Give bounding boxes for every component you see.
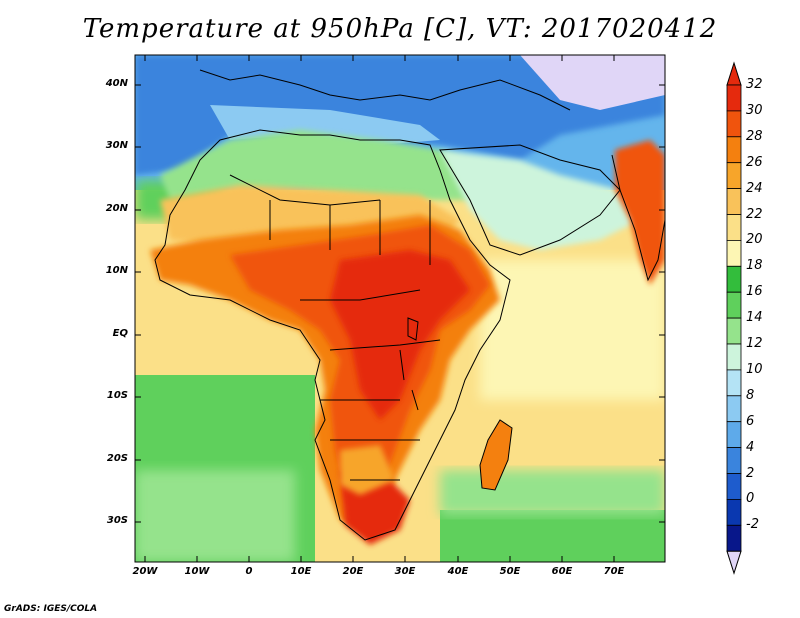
- kalahari-cooler: [340, 445, 395, 495]
- colorbar-label: 30: [746, 102, 763, 118]
- ocean-east-south: [440, 510, 665, 562]
- colorbar-label: 12: [746, 336, 763, 351]
- colorbar-label: 28: [746, 128, 763, 144]
- colorbar-label: -2: [746, 517, 759, 533]
- arabia-coast: [439, 144, 621, 256]
- colorbar-label: 14: [746, 310, 763, 326]
- colorbar-swatch: [726, 188, 742, 215]
- lat-label: EQ: [112, 328, 128, 339]
- map-field: [135, 55, 665, 562]
- lon-label: 30E: [394, 566, 416, 577]
- colorbar-swatch: [726, 343, 742, 371]
- africa-hottest: [330, 250, 470, 420]
- lat-label: 30N: [105, 140, 128, 151]
- colorbar-label: 4: [746, 439, 755, 455]
- madagascar: [480, 420, 512, 490]
- colorbar-swatch: [726, 473, 742, 500]
- colorbar-swatch: [726, 84, 742, 112]
- colorbar-label: 24: [746, 180, 763, 196]
- ocean-east-mid: [440, 470, 665, 515]
- arabia-cool: [440, 150, 640, 250]
- lon-label: 50E: [499, 566, 521, 577]
- colorbar-label: 22: [746, 206, 763, 222]
- colorbar-label: 16: [746, 284, 763, 300]
- great-lakes: [399, 317, 419, 411]
- lon-label: 10E: [290, 566, 312, 577]
- lon-label: 10W: [184, 566, 210, 577]
- colorbar-over-arrow: [726, 61, 742, 86]
- lat-label: 30S: [106, 515, 128, 526]
- lat-label: 40N: [105, 78, 128, 89]
- colorbar-swatch: [726, 369, 742, 397]
- colorbar-swatch: [726, 317, 742, 345]
- colorbar-label: 20: [746, 232, 763, 248]
- lon-label: 20E: [342, 566, 364, 577]
- chart-title: Temperature at 950hPa [C], VT: 201702041…: [82, 14, 718, 44]
- country-borders: [229, 174, 441, 481]
- asia-lavender: [520, 55, 665, 110]
- colorbar-swatch: [726, 265, 742, 293]
- colorbar-under-arrow: [726, 550, 742, 575]
- axis-ticks: [135, 55, 665, 562]
- madagascar-coast: [479, 419, 513, 491]
- colorbar-label: 18: [746, 258, 763, 274]
- grads-credit: GrADS: IGES/COLA: [4, 604, 98, 614]
- colorbar-swatch: [726, 136, 742, 164]
- india-coast: [611, 154, 665, 282]
- colorbar-swatch: [726, 498, 742, 526]
- lon-label: 20W: [132, 566, 158, 577]
- lon-label: 60E: [551, 566, 573, 577]
- colorbar-label: 26: [746, 154, 763, 170]
- lat-label: 20S: [106, 453, 128, 464]
- coastlines: [154, 69, 665, 541]
- colorbar-label: 8: [746, 387, 755, 403]
- colorbar-label: 0: [746, 491, 755, 507]
- colorbar-swatch: [726, 291, 742, 319]
- lon-label: 0: [245, 566, 253, 577]
- map-frame: [134, 54, 666, 563]
- colorbar-swatch: [726, 421, 742, 449]
- colorbar-label: 32: [746, 77, 763, 92]
- india-hot: [615, 140, 665, 285]
- europe-cold: [135, 55, 665, 175]
- colorbar-label: 10: [746, 361, 763, 377]
- lat-label: 10N: [105, 265, 128, 276]
- lat-label: 20N: [105, 203, 128, 214]
- africa-coast: [154, 129, 511, 541]
- colorbar-swatch: [726, 162, 742, 189]
- colorbar-swatch: [726, 110, 742, 138]
- colorbar-label: 2: [746, 465, 755, 481]
- colorbar-swatch: [726, 524, 742, 552]
- ocean-south-cool: [135, 470, 295, 562]
- colorbar-swatch: [726, 214, 742, 241]
- colorbar-label: 6: [746, 413, 755, 429]
- lon-label: 40E: [447, 566, 469, 577]
- indian-ocean-warm: [480, 260, 665, 400]
- colorbar-swatch: [726, 447, 742, 474]
- colorbar-swatch: [726, 395, 742, 423]
- lon-label: 70E: [603, 566, 625, 577]
- colorbar-swatch: [726, 239, 742, 267]
- lat-label: 10S: [106, 390, 128, 401]
- europe-coast: [199, 69, 571, 111]
